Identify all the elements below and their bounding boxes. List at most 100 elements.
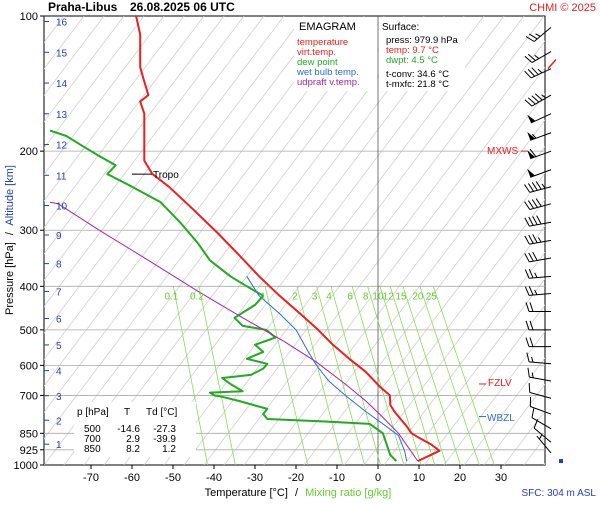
wind-barb-full [527,69,536,77]
wind-barb [531,408,552,430]
series-layer [49,16,441,463]
y-tick-label: 100 [20,11,38,23]
wind-barb [533,419,552,443]
x-tick-label: -30 [247,472,263,484]
wind-barb-full [524,184,531,193]
wind-barb-full [533,419,539,429]
series-line-temperature [135,16,441,463]
wind-barb [527,367,552,382]
altitude-tick-label: 3 [56,392,62,403]
altitude-tick-label: 5 [56,341,62,352]
sfc-label: SFC: 304 m ASL [522,488,597,499]
mixing-ratio-line [296,286,344,465]
y-tick-label: 1000 [14,460,38,472]
wind-barb-staff [529,392,552,399]
adiabat-line [564,16,600,465]
adiabat-line [283,119,545,465]
wind-barb [524,286,552,296]
altitude-tick-label: 7 [56,287,62,298]
y-tick-label: 850 [20,428,38,440]
mixing-ratio-label: 8 [363,291,369,302]
wind-barb-full [528,33,538,40]
x-tick-label: -60 [124,472,140,484]
wind-barb-half [531,372,534,378]
wind-barb-full [527,53,536,61]
station-name: Praha-Libus [48,0,118,14]
surface-title: Surface: [382,22,419,33]
surface-tconv: t-conv: 34.6 °C [386,69,449,80]
mixing-ratio-line [419,286,480,465]
wind-barb-full [531,199,538,208]
legend-box [294,17,377,91]
levels-row-700-t: 2.9 [126,434,140,445]
x-tick-label: 10 [413,472,425,484]
levels-row-850-t: 8.2 [126,444,140,455]
y-axis-label-separator: / [4,231,16,235]
wind-barb-full [532,216,538,225]
legend-updraft: udpraft v.temp. [297,77,360,88]
adiabat-line [423,304,545,465]
levels-row-500-t: -14.6 [117,424,140,435]
levels-header-td: Td [°C] [146,407,177,418]
wind-barb-full [529,320,534,330]
wind-barb-full [524,269,530,279]
adiabat-line [44,16,285,334]
x-tick-label: -10 [329,472,345,484]
wind-barb-half [541,183,546,189]
adiabat-line [463,357,545,465]
wind-barb-full [531,408,535,418]
wind-barb-full [532,234,538,244]
wind-barb-full [531,67,539,75]
wind-barb-full [532,251,538,261]
wind-barb-full [528,268,534,279]
mixing-ratio-line [389,286,447,465]
altitude-tick-label: 4 [56,367,62,378]
x-tick-label: 20 [454,472,466,484]
levels-header-p: p [hPa] [77,407,109,418]
surface-temp: temp: 9.7 °C [386,45,439,56]
wind-barb-flag [527,114,536,123]
altitude-tick-label: 12 [56,141,68,152]
altitude-tick-label: 9 [56,231,62,242]
adiabat-line [44,16,265,308]
mixing-ratio-line [173,286,208,465]
wind-barb-full [524,286,530,296]
wind-barb-full [525,302,530,312]
series-line-wet-bulb-temp- [246,276,408,462]
x-tick-label: -70 [83,472,99,484]
adiabat-line [323,172,545,465]
mixing-ratio-line [402,286,461,465]
adiabat-line [44,16,345,413]
levels-row-700-p: 700 [84,434,101,445]
adiabat-line [383,251,545,465]
wbzl-label: WBZL [487,413,515,424]
wind-barb-half [541,94,547,99]
wind-barb-full [528,234,534,244]
y-tick-label: 700 [20,390,38,402]
levels-row-850-td: 1.2 [162,444,176,455]
altitude-tick-label: 13 [56,110,68,121]
levels-table-box [74,402,196,457]
wind-barbs-layer [524,26,563,464]
adiabat-line [44,16,305,361]
wind-barb [529,397,552,415]
adiabat-line [44,16,145,149]
wind-barb-full [529,148,537,157]
y-tick-label: 500 [20,325,38,337]
wind-barb-full [534,93,543,101]
wind-barb-staff [530,113,552,124]
wind-barb-full [527,200,535,209]
legend-temperature: temperature [297,37,348,48]
series-line-udpraft-v-temp- [49,201,419,462]
wind-barb [527,168,552,178]
wind-barb [527,131,552,141]
sounding-datetime: 26.08.2025 06 UTC [130,0,235,14]
mixing-ratio-label: 25 [426,291,438,302]
adiabat-line [403,278,545,465]
wind-barb-full [535,181,542,190]
y-axis-label-altitude: Altitude [km] [4,165,16,226]
mixing-ratio-label: 4 [326,291,332,302]
wind-barb-flag [527,168,536,178]
altitude-tick-label: 11 [56,171,67,182]
